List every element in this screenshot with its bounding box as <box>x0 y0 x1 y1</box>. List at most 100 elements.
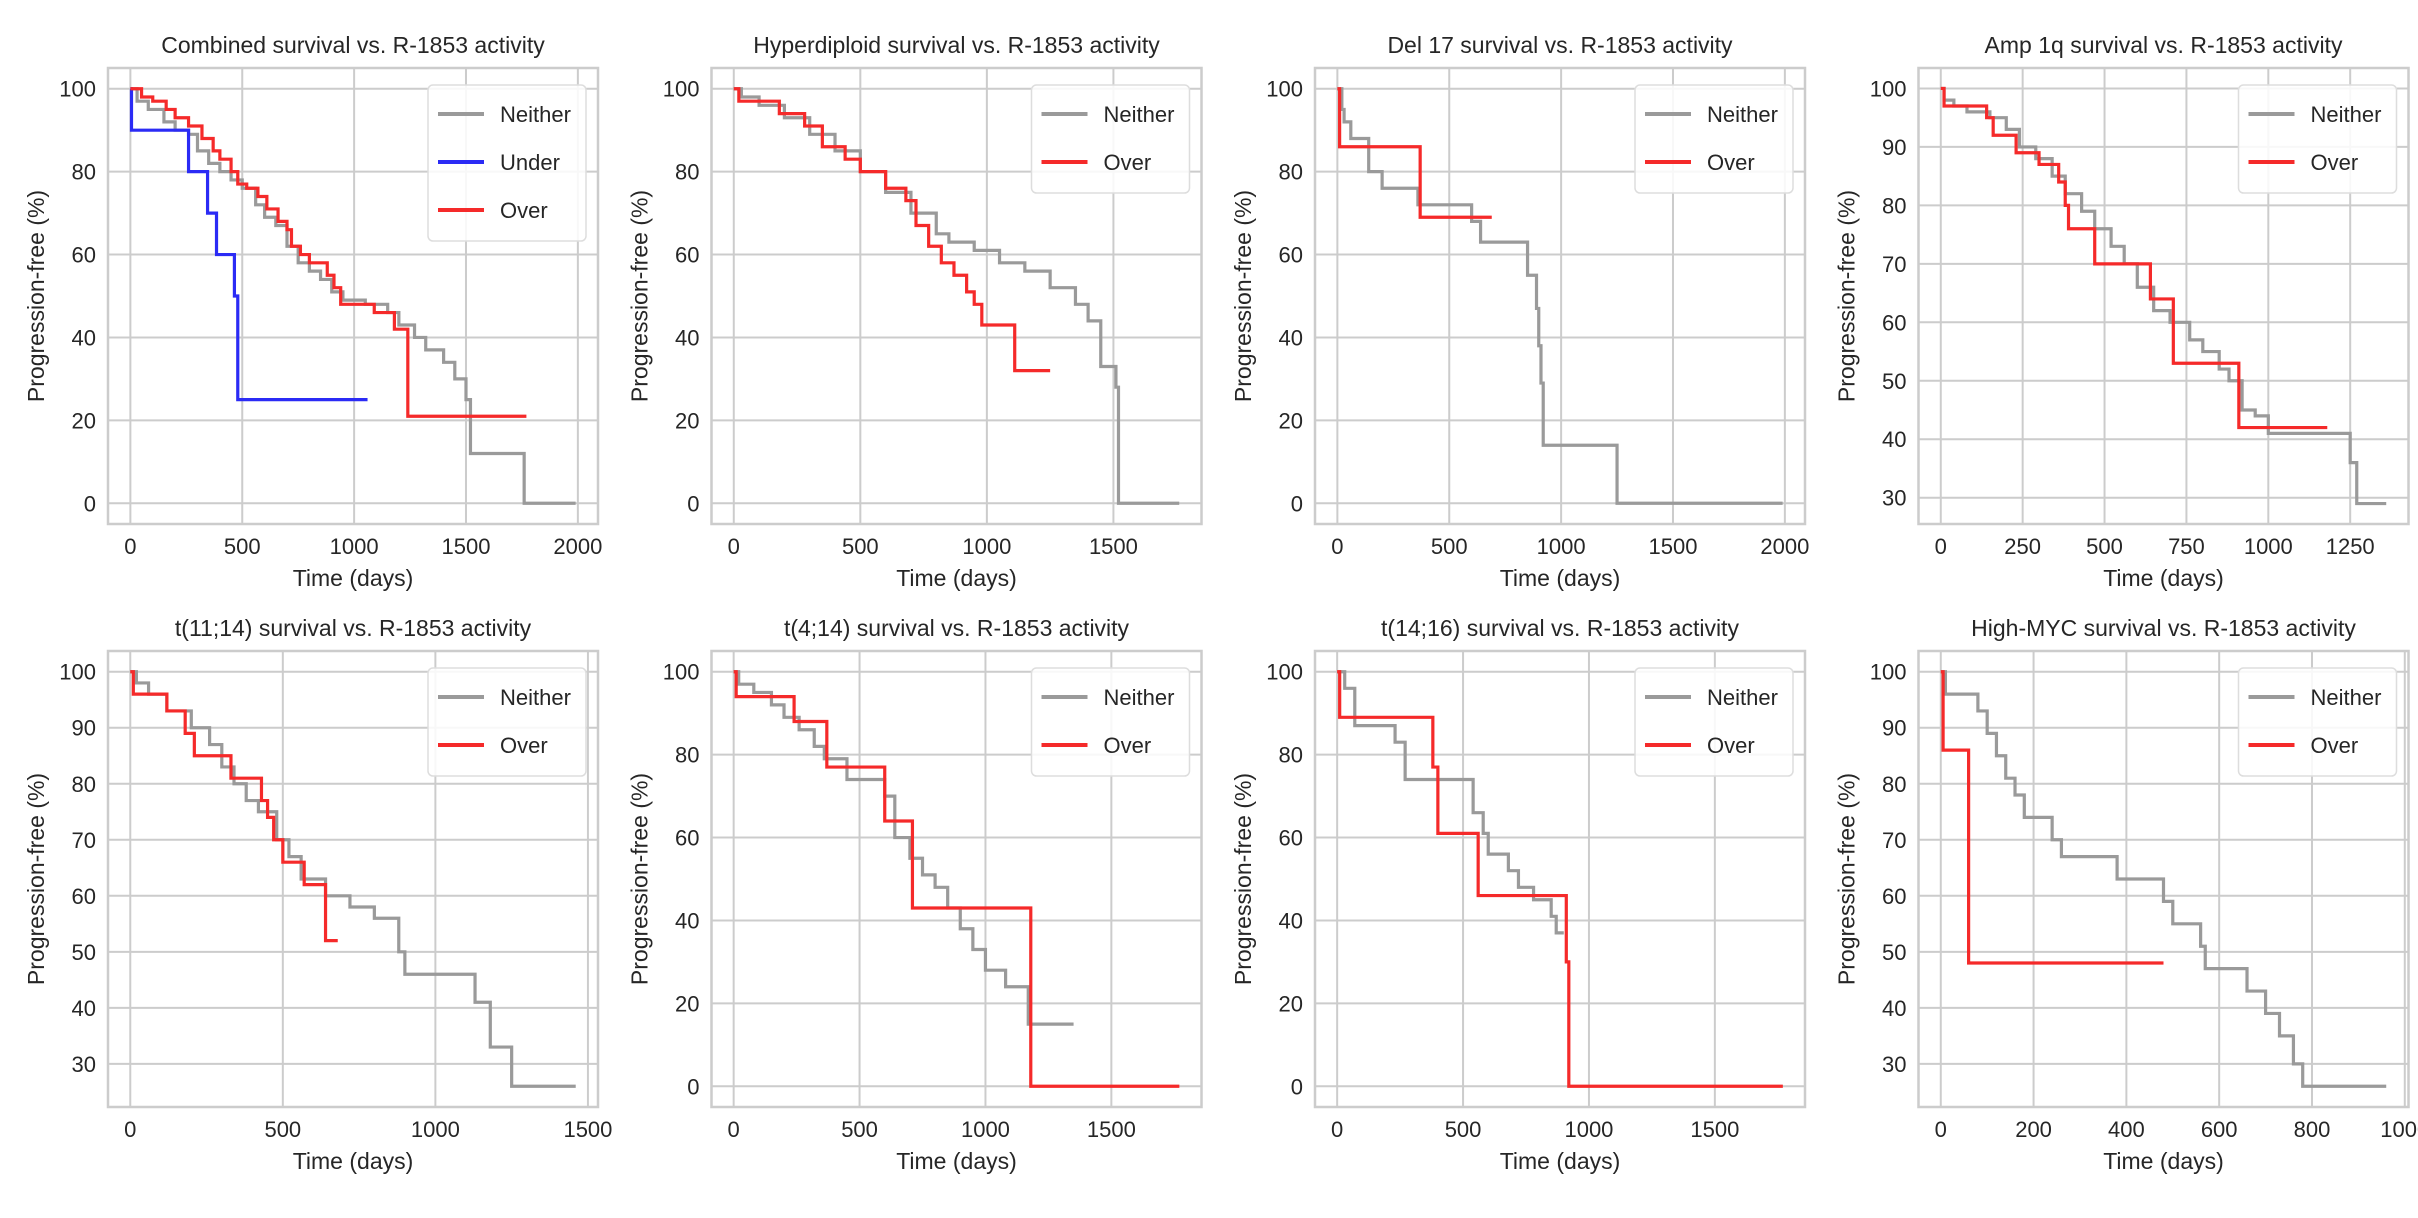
x-tick-label: 1000 <box>2380 1117 2418 1142</box>
x-tick-label: 1000 <box>330 534 379 559</box>
y-tick-label: 60 <box>72 884 96 909</box>
x-tick-label: 400 <box>2108 1117 2145 1142</box>
y-tick-label: 20 <box>675 408 699 433</box>
y-tick-label: 60 <box>1882 310 1906 335</box>
y-tick-label: 20 <box>72 408 96 433</box>
legend-box <box>427 84 587 242</box>
x-tick-label: 200 <box>2015 1117 2052 1142</box>
x-tick-label: 500 <box>264 1117 301 1142</box>
subplot-title: t(11;14) survival vs. R-1853 activity <box>175 615 532 641</box>
subplot-5: 0 500 1000 1500 30 40 50 60 70 80 90 100 t(11;14) su… <box>23 615 612 1174</box>
y-tick-label: 0 <box>1291 491 1303 516</box>
y-tick-label: 60 <box>1279 826 1303 851</box>
y-tick-label: 0 <box>84 491 96 516</box>
y-tick-label: 70 <box>1882 252 1906 277</box>
x-tick-label: 1500 <box>442 534 491 559</box>
y-tick-label: 80 <box>1882 193 1906 218</box>
series-line-neither <box>1337 87 1783 505</box>
y-tick-label: 40 <box>72 325 96 350</box>
x-tick-label: 0 <box>728 1117 740 1142</box>
subplot-title: Del 17 survival vs. R-1853 activity <box>1387 32 1733 58</box>
legend-label: Over <box>500 733 548 758</box>
x-tick-label: 1500 <box>1087 1117 1136 1142</box>
y-tick-label: 100 <box>663 77 700 102</box>
y-tick-label: 50 <box>72 940 96 965</box>
y-tick-label: 30 <box>1882 486 1906 511</box>
y-tick-label: 100 <box>663 660 700 685</box>
x-tick-label: 1500 <box>1690 1117 1739 1142</box>
y-axis-label: Progression-free (%) <box>1834 190 1860 402</box>
series-line-over <box>1940 670 2164 965</box>
x-tick-label: 1000 <box>961 1117 1010 1142</box>
axes-frame <box>1313 66 1807 526</box>
x-tick-label: 1500 <box>1089 534 1138 559</box>
legend: Neither Over <box>2237 667 2398 777</box>
y-tick-label: 40 <box>1882 996 1906 1021</box>
y-tick-label: 20 <box>1279 408 1303 433</box>
x-tick-label: 800 <box>2294 1117 2331 1142</box>
x-tick-label: 1500 <box>563 1117 612 1142</box>
x-tick-label: 2000 <box>1760 534 1809 559</box>
y-tick-label: 40 <box>1279 325 1303 350</box>
y-tick-label: 80 <box>72 160 96 185</box>
y-tick-label: 90 <box>1882 716 1906 741</box>
y-tick-label: 80 <box>675 160 699 185</box>
y-axis-label: Progression-free (%) <box>1230 773 1256 985</box>
legend: Neither Over <box>1634 84 1794 194</box>
y-tick-label: 40 <box>72 996 96 1021</box>
series-line-neither <box>733 87 1180 505</box>
subplot-4: 0 250 500 750 1000 1250 30 40 50 60 70 80 90 100 Amp 1… <box>1834 32 2410 591</box>
legend-label: Neither <box>500 102 571 127</box>
x-tick-label: 1500 <box>1649 534 1698 559</box>
y-tick-label: 40 <box>1882 427 1906 452</box>
legend: Neither Over <box>1030 84 1191 194</box>
subplot-title: Amp 1q survival vs. R-1853 activity <box>1985 32 2343 58</box>
series-line-neither <box>1940 670 2387 1088</box>
series-line-over <box>1940 86 2328 430</box>
x-tick-label: 0 <box>124 534 136 559</box>
legend-label: Over <box>2311 150 2359 175</box>
legend: Neither Over <box>1634 667 1794 777</box>
series-line-over <box>130 87 527 418</box>
axes-frame <box>1917 649 2410 1109</box>
x-tick-label: 0 <box>1331 534 1343 559</box>
x-tick-label: 500 <box>2086 534 2123 559</box>
x-tick-label: 1250 <box>2326 534 2375 559</box>
y-tick-label: 60 <box>72 243 96 268</box>
legend-label: Over <box>1707 733 1755 758</box>
y-tick-label: 80 <box>1279 160 1303 185</box>
subplot-title: t(14;16) survival vs. R-1853 activity <box>1381 615 1739 641</box>
legend-label: Neither <box>1104 102 1175 127</box>
x-axis-label: Time (days) <box>293 565 414 591</box>
y-tick-label: 30 <box>1882 1052 1906 1077</box>
y-tick-label: 0 <box>687 1074 699 1099</box>
y-tick-label: 70 <box>1882 828 1906 853</box>
x-tick-label: 0 <box>1331 1117 1343 1142</box>
axes-frame <box>710 649 1203 1109</box>
x-tick-label: 500 <box>224 534 261 559</box>
x-tick-label: 1000 <box>962 534 1011 559</box>
y-tick-label: 60 <box>1882 884 1906 909</box>
y-tick-label: 50 <box>1882 369 1906 394</box>
subplot-2: 0 500 1000 1500 0 20 40 60 80 100 Hyperdiploid sur… <box>627 32 1203 591</box>
x-tick-label: 500 <box>1431 534 1468 559</box>
legend: Neither Under Over <box>427 84 587 242</box>
y-axis-label: Progression-free (%) <box>23 190 49 402</box>
y-tick-label: 60 <box>675 826 699 851</box>
series-line-under <box>129 87 368 402</box>
x-tick-label: 2000 <box>553 534 602 559</box>
legend-label: Neither <box>1707 685 1778 710</box>
legend-label: Over <box>1707 150 1755 175</box>
y-tick-label: 60 <box>675 243 699 268</box>
series-line-over <box>130 670 338 943</box>
series-line-over <box>1337 670 1783 1088</box>
subplot-title: Hyperdiploid survival vs. R-1853 activit… <box>753 32 1160 58</box>
x-tick-label: 500 <box>842 534 879 559</box>
y-axis-label: Progression-free (%) <box>627 190 653 402</box>
y-tick-label: 100 <box>1870 660 1907 685</box>
y-tick-label: 70 <box>72 828 96 853</box>
legend: Neither Over <box>1030 667 1191 777</box>
y-tick-label: 100 <box>59 77 96 102</box>
legend-label: Neither <box>500 685 571 710</box>
x-tick-label: 0 <box>728 534 740 559</box>
